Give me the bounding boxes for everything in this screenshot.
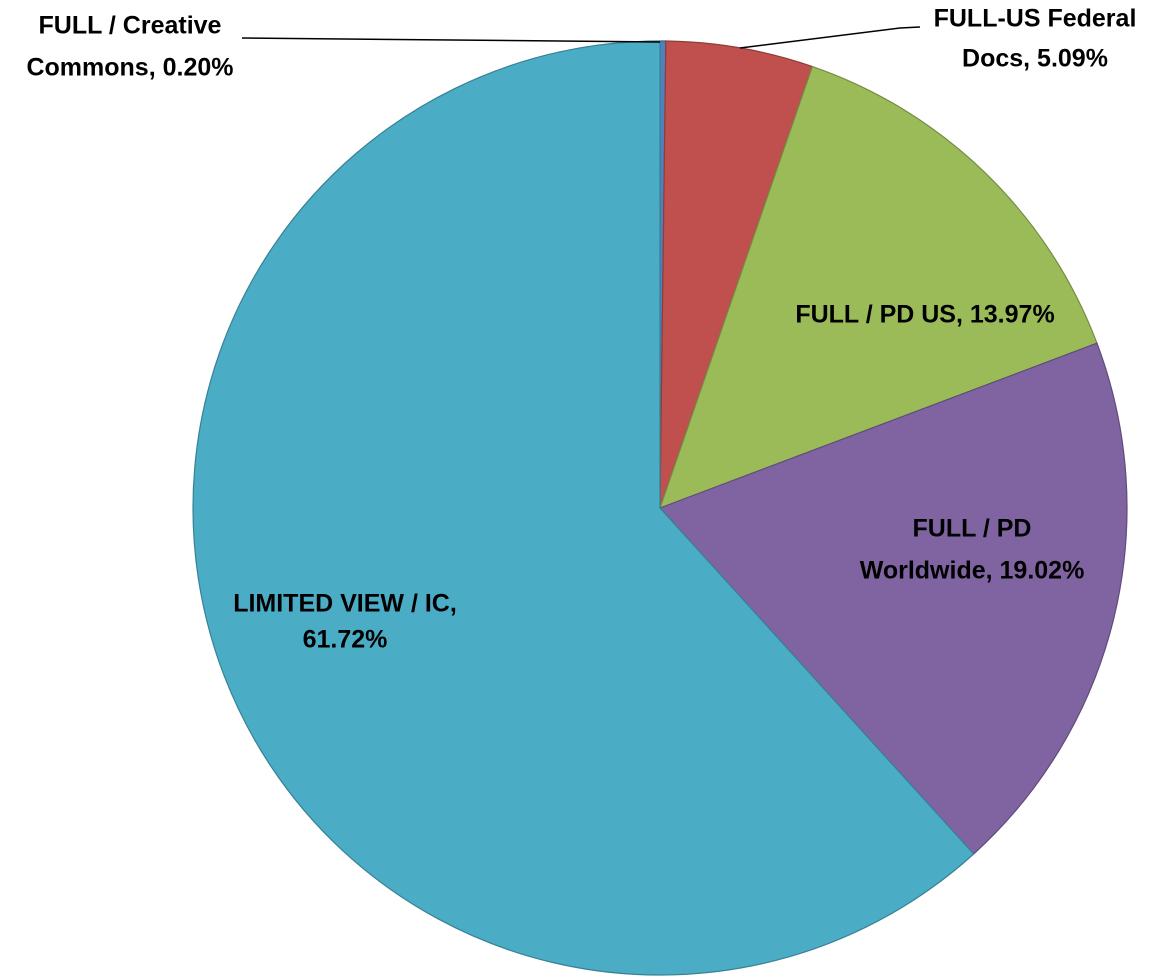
pie-slice [192, 40, 975, 976]
data-label: FULL / PD [913, 515, 1032, 543]
leader-line [739, 26, 921, 49]
pie-slice [658, 342, 1128, 855]
data-labels: FULL / Creative Commons, 0.20% FULL-US Fed… [26, 5, 1136, 654]
data-label: Worldwide, 19.02% [860, 557, 1085, 585]
data-label: Commons, 0.20% [26, 54, 233, 82]
data-label: FULL / Creative [39, 12, 222, 40]
data-label: Docs, 5.09% [962, 45, 1108, 73]
data-label: 61.72% [303, 626, 388, 654]
data-label: LIMITED VIEW / IC, [233, 590, 457, 618]
pie-slice [659, 65, 1098, 510]
data-label: FULL-US Federal [934, 5, 1137, 33]
pie [192, 40, 1128, 976]
leader-line [241, 37, 661, 43]
data-label: FULL / PD US, 13.97% [795, 301, 1054, 329]
